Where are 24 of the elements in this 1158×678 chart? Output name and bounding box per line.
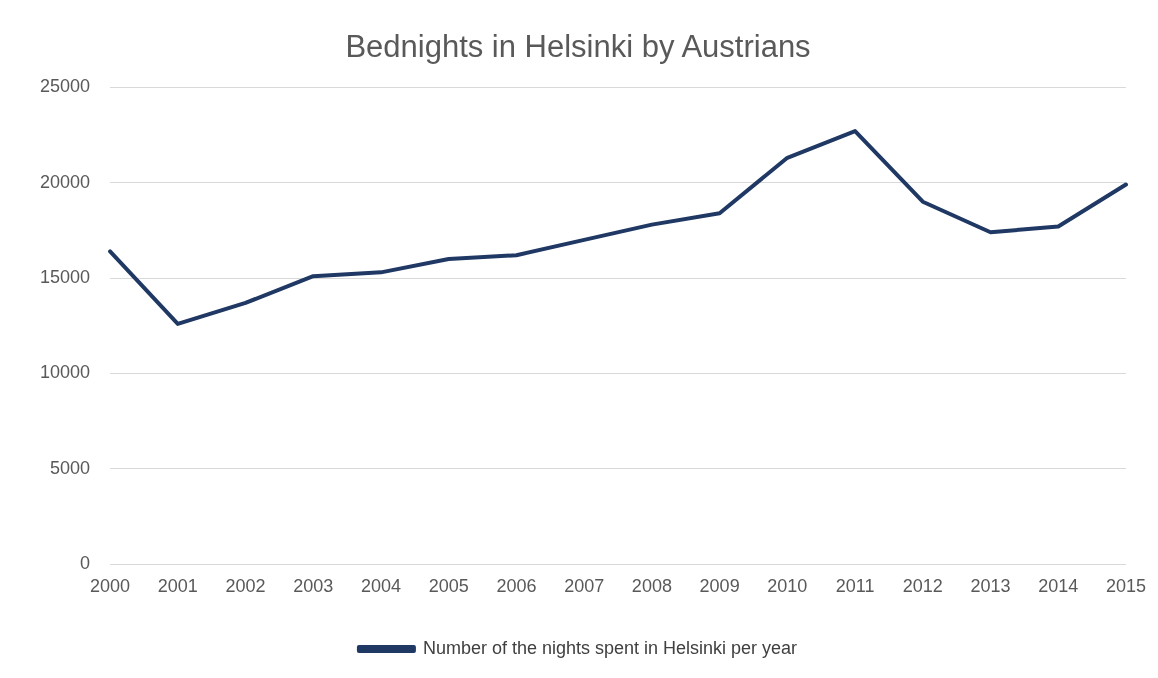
x-tick-label: 2001 [157, 576, 198, 597]
y-tick-label: 15000 [39, 267, 91, 288]
y-tick-label: 20000 [39, 171, 91, 192]
x-tick-label: 2002 [225, 576, 266, 597]
x-tick-label: 2015 [1105, 576, 1146, 597]
y-tick-label: 0 [80, 553, 91, 574]
y-tick-label: 5000 [50, 457, 91, 478]
x-tick-label: 2014 [1038, 576, 1079, 597]
x-tick-label: 2007 [564, 576, 605, 597]
x-tick-label: 2012 [902, 576, 943, 597]
legend-label: Number of the nights spent in Helsinki per year [422, 637, 798, 658]
chart-title: Bednights in Helsinki by Austrians [345, 29, 811, 65]
x-tick-label: 2000 [90, 576, 131, 597]
x-tick-label: 2004 [360, 576, 401, 597]
x-tick-label: 2011 [835, 576, 875, 597]
x-tick-label: 2005 [428, 576, 469, 597]
x-tick-label: 2006 [496, 576, 537, 597]
x-tick-label: 2003 [293, 576, 334, 597]
x-tick-label: 2010 [767, 576, 808, 597]
x-tick-label: 2008 [631, 576, 672, 597]
x-tick-label: 2009 [699, 576, 740, 597]
y-tick-label: 10000 [39, 362, 91, 383]
y-tick-label: 25000 [39, 76, 91, 97]
x-tick-label: 2013 [970, 576, 1011, 597]
